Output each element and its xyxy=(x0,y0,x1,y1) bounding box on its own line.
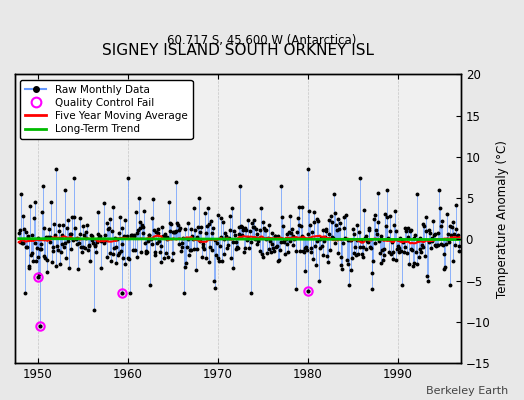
Y-axis label: Temperature Anomaly (°C): Temperature Anomaly (°C) xyxy=(496,140,509,298)
Text: 60.717 S, 45.600 W (Antarctica): 60.717 S, 45.600 W (Antarctica) xyxy=(167,34,357,47)
Text: Berkeley Earth: Berkeley Earth xyxy=(426,386,508,396)
Title: SIGNEY ISLAND SOUTH ORKNEY ISL: SIGNEY ISLAND SOUTH ORKNEY ISL xyxy=(102,43,374,58)
Legend: Raw Monthly Data, Quality Control Fail, Five Year Moving Average, Long-Term Tren: Raw Monthly Data, Quality Control Fail, … xyxy=(20,80,192,140)
